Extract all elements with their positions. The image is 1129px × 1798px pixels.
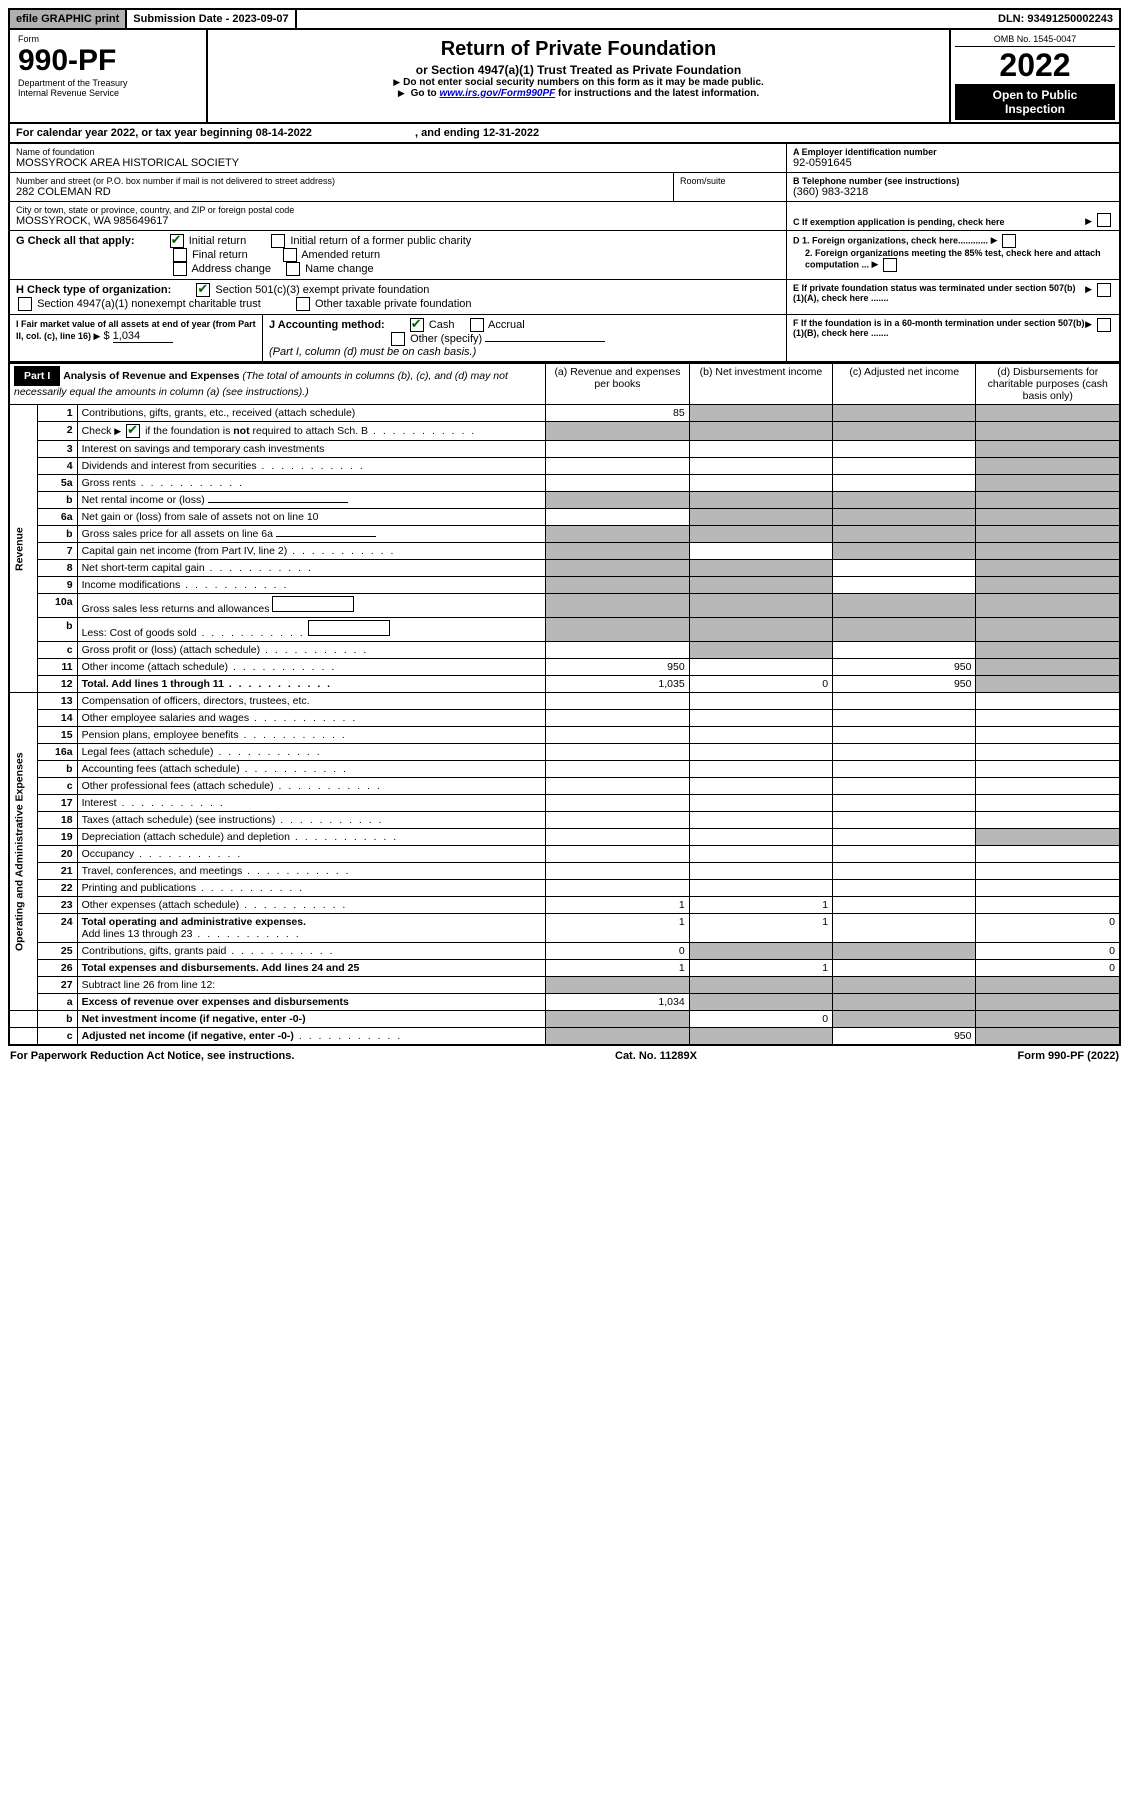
g-address[interactable] [173, 262, 187, 276]
expenses-label: Operating and Administrative Expenses [9, 693, 37, 1011]
j-label: J Accounting method: [269, 319, 385, 331]
name-label: Name of foundation [16, 147, 780, 157]
omb: OMB No. 1545-0047 [955, 32, 1115, 47]
j-note: (Part I, column (d) must be on cash basi… [269, 346, 476, 358]
footer-left: For Paperwork Reduction Act Notice, see … [10, 1050, 294, 1062]
c-label: C If exemption application is pending, c… [793, 217, 1085, 227]
f-checkbox[interactable] [1097, 318, 1111, 332]
city-label: City or town, state or province, country… [16, 205, 780, 215]
g-name[interactable] [286, 262, 300, 276]
phone-label: B Telephone number (see instructions) [793, 176, 1113, 186]
form-label: Form [18, 34, 198, 44]
ijf-row: I Fair market value of all assets at end… [8, 315, 1121, 363]
room-label: Room/suite [680, 176, 780, 186]
col-c: (c) Adjusted net income [833, 364, 976, 405]
note1: Do not enter social security numbers on … [214, 77, 943, 88]
header-center: Return of Private Foundation or Section … [208, 30, 949, 122]
f-label: F If the foundation is in a 60-month ter… [793, 318, 1085, 358]
dln: DLN: 93491250002243 [992, 10, 1119, 28]
i-value: 1,034 [113, 330, 173, 343]
footer-right: Form 990-PF (2022) [1018, 1050, 1119, 1062]
j-other[interactable] [391, 332, 405, 346]
note2: Go to www.irs.gov/Form990PF for instruct… [214, 88, 943, 99]
col-b: (b) Net investment income [689, 364, 832, 405]
d1-label: D 1. Foreign organizations, check here..… [793, 235, 988, 245]
part1-title: Analysis of Revenue and Expenses [63, 370, 239, 382]
h-e-row: H Check type of organization: Section 50… [8, 280, 1121, 315]
city-c-row: City or town, state or province, country… [8, 202, 1121, 231]
phone-value: (360) 983-3218 [793, 186, 1113, 198]
footer-mid: Cat. No. 11289X [615, 1050, 697, 1062]
irs: Internal Revenue Service [18, 88, 198, 98]
dept: Department of the Treasury [18, 78, 198, 88]
part1-label: Part I [14, 366, 60, 386]
ein-value: 92-0591645 [793, 157, 1113, 169]
submission-date: Submission Date - 2023-09-07 [127, 10, 296, 28]
g-initial-former[interactable] [271, 234, 285, 248]
col-d: (d) Disbursements for charitable purpose… [976, 364, 1120, 405]
city-value: MOSSYROCK, WA 985649617 [16, 215, 780, 227]
efile-print[interactable]: efile GRAPHIC print [10, 10, 127, 28]
g-initial[interactable] [170, 234, 184, 248]
h-501c3[interactable] [196, 283, 210, 297]
form-number: 990-PF [18, 44, 198, 78]
j-cash[interactable] [410, 318, 424, 332]
e-checkbox[interactable] [1097, 283, 1111, 297]
tax-year: 2022 [955, 47, 1115, 84]
title: Return of Private Foundation [214, 38, 943, 61]
h-label: H Check type of organization: [16, 284, 171, 296]
j-accrual[interactable] [470, 318, 484, 332]
form-header: Form 990-PF Department of the Treasury I… [8, 30, 1121, 124]
e-label: E If private foundation status was termi… [793, 283, 1085, 311]
footer: For Paperwork Reduction Act Notice, see … [8, 1046, 1121, 1066]
form-link[interactable]: www.irs.gov/Form990PF [439, 88, 555, 99]
revenue-label: Revenue [9, 405, 37, 693]
top-bar: efile GRAPHIC print Submission Date - 20… [8, 8, 1121, 30]
foundation-name: MOSSYROCK AREA HISTORICAL SOCIETY [16, 157, 780, 169]
g-final[interactable] [173, 248, 187, 262]
header-left: Form 990-PF Department of the Treasury I… [10, 30, 208, 122]
addr-label: Number and street (or P.O. box number if… [16, 176, 667, 186]
c-checkbox[interactable] [1097, 213, 1111, 227]
part1-table: Part I Analysis of Revenue and Expenses … [8, 363, 1121, 1046]
name-ein-row: Name of foundation MOSSYROCK AREA HISTOR… [8, 144, 1121, 173]
d2-label: 2. Foreign organizations meeting the 85%… [805, 248, 1101, 269]
calendar-year-row: For calendar year 2022, or tax year begi… [8, 124, 1121, 144]
g-amended[interactable] [283, 248, 297, 262]
addr-phone-row: Number and street (or P.O. box number if… [8, 173, 1121, 202]
g-label: G Check all that apply: [16, 235, 135, 247]
open-inspection: Open to PublicInspection [955, 84, 1115, 120]
g-d-row: G Check all that apply: Initial return I… [8, 231, 1121, 280]
d2-checkbox[interactable] [883, 258, 897, 272]
h-other-tax[interactable] [296, 297, 310, 311]
schb-checkbox[interactable] [126, 424, 140, 438]
header-right: OMB No. 1545-0047 2022 Open to PublicIns… [949, 30, 1119, 122]
ein-label: A Employer identification number [793, 147, 1113, 157]
addr-value: 282 COLEMAN RD [16, 186, 667, 198]
col-a: (a) Revenue and expenses per books [546, 364, 689, 405]
subtitle: or Section 4947(a)(1) Trust Treated as P… [214, 63, 943, 77]
h-4947[interactable] [18, 297, 32, 311]
d1-checkbox[interactable] [1002, 234, 1016, 248]
